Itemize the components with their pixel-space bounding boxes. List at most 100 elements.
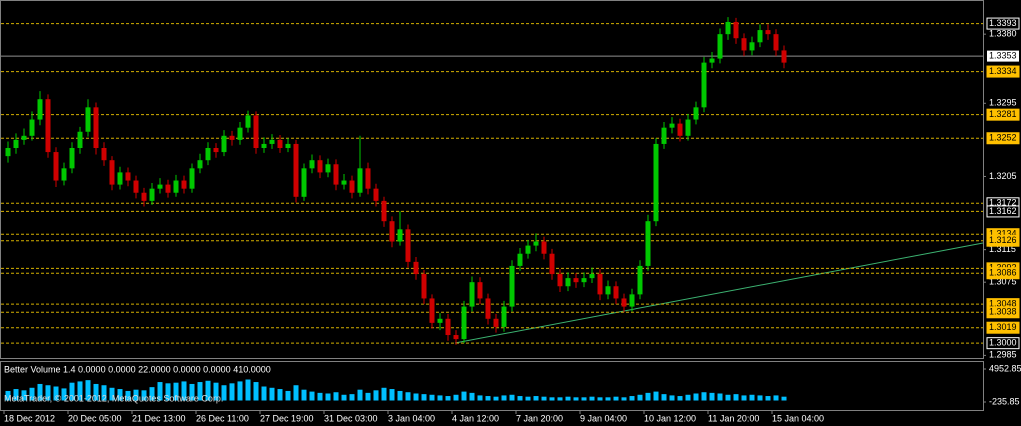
level-label: 1.3334	[989, 66, 1017, 76]
candle-body	[173, 180, 179, 193]
candle-body	[485, 298, 491, 319]
candle-body	[333, 164, 339, 185]
candle-body	[293, 143, 299, 197]
y-tick-label: -235.85	[989, 396, 1020, 406]
volume-bar	[397, 390, 403, 401]
candle-body	[77, 131, 83, 149]
volume-bar	[637, 394, 643, 401]
volume-bar	[517, 396, 523, 401]
candle-body	[397, 229, 403, 242]
volume-bar	[709, 392, 715, 401]
candle-body	[717, 34, 723, 59]
x-tick-label: 31 Dec 03:00	[324, 413, 378, 423]
candle-body	[389, 221, 395, 242]
candle-body	[381, 200, 387, 222]
candle-body	[261, 143, 267, 149]
volume-bar	[93, 383, 99, 401]
volume-bar	[285, 390, 291, 401]
level-box	[986, 132, 1020, 145]
level-box	[986, 337, 1020, 350]
volume-bar	[525, 396, 531, 401]
volume-bar	[133, 389, 139, 401]
volume-bar	[485, 396, 491, 401]
volume-bar	[293, 385, 299, 401]
candle-body	[13, 139, 19, 149]
candle-body	[533, 241, 539, 246]
volume-bar	[661, 394, 667, 401]
level-label: 1.3281	[989, 109, 1017, 119]
volume-bar	[429, 394, 435, 401]
candle-body	[205, 148, 211, 161]
volume-bar	[741, 395, 747, 401]
candle-body	[269, 139, 275, 144]
candle-body	[253, 115, 259, 149]
volume-bar	[205, 380, 211, 401]
volume-bar	[157, 382, 163, 401]
candle-body	[141, 192, 147, 201]
level-box	[986, 267, 1020, 280]
candle-body	[621, 298, 627, 307]
candle-body	[317, 160, 323, 173]
volume-bar	[189, 383, 195, 401]
trendline	[454, 242, 984, 344]
candle-body	[517, 253, 523, 266]
volume-bar	[461, 391, 467, 401]
candle-body	[605, 286, 611, 295]
volume-bar	[61, 388, 67, 401]
volume-bar	[533, 396, 539, 401]
volume-bar	[437, 395, 443, 401]
volume-bar	[325, 393, 331, 401]
volume-bar	[85, 380, 91, 401]
bid-label: 1.3353	[989, 50, 1017, 60]
main-frame	[0, 0, 984, 359]
y-tick-label: 1.3295	[989, 98, 1017, 108]
level-box	[986, 205, 1020, 218]
volume-bar	[389, 389, 395, 401]
candle-body	[181, 180, 187, 189]
volume-bar	[685, 394, 691, 401]
volume-bar	[781, 396, 787, 401]
level-box	[986, 65, 1020, 78]
volume-bar	[277, 389, 283, 401]
volume-bar	[509, 394, 515, 401]
candle-body	[749, 42, 755, 51]
candle-body	[557, 274, 563, 287]
volume-bar	[469, 392, 475, 401]
candle-body	[573, 278, 579, 283]
volume-bar	[365, 392, 371, 401]
candle-body	[285, 143, 291, 149]
level-label: 1.3000	[989, 338, 1017, 348]
volume-bar	[221, 385, 227, 401]
candle-body	[61, 168, 67, 181]
candle-body	[693, 107, 699, 120]
volume-bar	[717, 393, 723, 401]
volume-bar	[381, 387, 387, 401]
volume-bar	[733, 394, 739, 401]
volume-bar	[269, 387, 275, 401]
volume-bar	[421, 394, 427, 401]
volume-bar	[557, 397, 563, 401]
volume-bar	[173, 382, 179, 401]
volume-bar	[5, 390, 11, 401]
candle-body	[773, 34, 779, 51]
volume-bar	[549, 397, 555, 401]
volume-bar	[109, 387, 115, 401]
candle-body	[373, 188, 379, 201]
level-label: 1.3038	[989, 307, 1017, 317]
candle-body	[461, 306, 467, 340]
candle-body	[5, 148, 11, 157]
volume-bar	[749, 394, 755, 401]
volume-bar	[165, 383, 171, 401]
volume-bar	[373, 390, 379, 401]
candle-body	[221, 135, 227, 153]
background-layer	[1, 23, 983, 401]
level-label: 1.3252	[989, 133, 1017, 143]
volume-bar	[629, 396, 635, 401]
volume-bar	[453, 394, 459, 401]
candle-body	[325, 164, 331, 173]
candle-body	[237, 127, 243, 140]
volume-bar	[261, 386, 267, 401]
candle-body	[189, 168, 195, 189]
candle-body	[653, 143, 659, 222]
